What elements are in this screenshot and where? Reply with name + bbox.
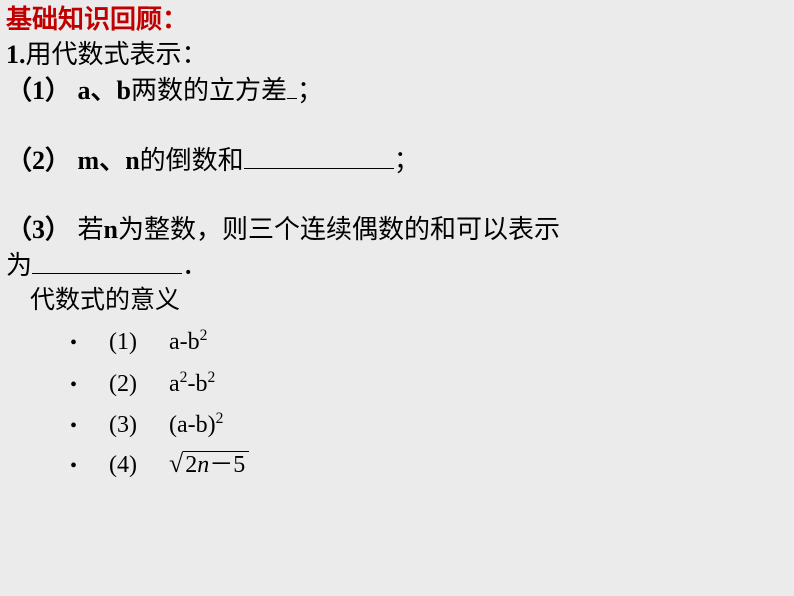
tail: 的倒数和 (140, 146, 244, 175)
sep: 、 (91, 76, 117, 105)
blank-2 (244, 142, 394, 169)
slide-root: 基础知识回顾： 1.用代数式表示： （1） a、b两数的立方差； （2） m、n… (0, 0, 794, 596)
meaning-item-2: • (2) a2-b2 (0, 367, 794, 400)
q1-item-3-line1: （3） 若n为整数，则三个连续偶数的和可以表示 (0, 212, 794, 247)
page-title: 基础知识回顾： (0, 0, 794, 37)
expr-2: a2-b2 (169, 367, 215, 400)
q1-stem-text: 用代数式表示： (26, 40, 208, 69)
q1-item-2: （2） m、n的倒数和 ； (0, 142, 794, 178)
meaning-item-3: • (3) (a-b)2 (0, 408, 794, 441)
q1-item-3-line2: 为． (0, 247, 794, 283)
expr-4: √ 2n－5 (169, 449, 249, 481)
blank-1 (287, 72, 297, 99)
end: ． (182, 251, 208, 280)
item-num: （1） (6, 76, 71, 105)
var-a: a (78, 76, 91, 105)
q1-item-1: （1） a、b两数的立方差 ； (0, 72, 794, 108)
spacer (0, 178, 794, 212)
item-num: (2) (109, 368, 137, 400)
q1-number: 1. (6, 40, 26, 69)
var-n: n (125, 146, 139, 175)
blank-3 (32, 247, 182, 274)
pre: 若 (78, 215, 104, 244)
meaning-title: 代数式的意义 (0, 284, 794, 318)
bullet-icon: • (70, 330, 77, 357)
var-b: b (117, 76, 131, 105)
bullet-icon: • (70, 453, 77, 480)
end: ； (297, 76, 323, 105)
sqrt-icon: √ 2n－5 (169, 451, 249, 478)
tail: 两数的立方差 (131, 76, 287, 105)
meaning-item-1: • (1) a-b2 (0, 325, 794, 358)
item-num: (3) (109, 409, 137, 441)
sep: 、 (99, 146, 125, 175)
bullet-icon: • (70, 413, 77, 440)
expr-1: a-b2 (169, 325, 207, 358)
end: ； (394, 146, 420, 175)
var-n: n (104, 215, 118, 244)
q1-stem: 1.用代数式表示： (0, 37, 794, 72)
meaning-item-4: • (4) √ 2n－5 (0, 449, 794, 481)
expr-3: (a-b)2 (169, 408, 223, 441)
item-num: (4) (109, 449, 137, 481)
item-num: （3） (6, 215, 71, 244)
spacer (0, 108, 794, 142)
item-num: （2） (6, 146, 71, 175)
mid: 为整数，则三个连续偶数的和可以表示 (118, 215, 560, 244)
item-num: (1) (109, 326, 137, 358)
bullet-icon: • (70, 372, 77, 399)
var-m: m (78, 146, 100, 175)
line2-pre: 为 (6, 251, 32, 280)
